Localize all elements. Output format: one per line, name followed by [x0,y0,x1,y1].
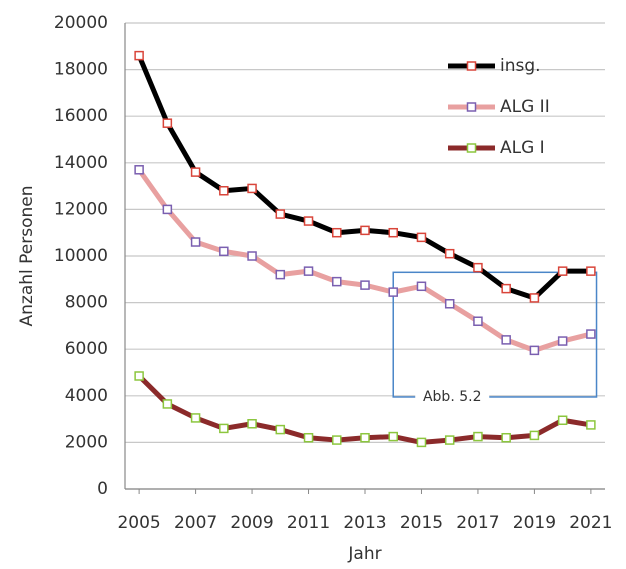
series-marker [134,50,144,61]
series-marker [360,225,370,236]
x-tick-label: 2009 [230,513,273,533]
annotation-label-bg [415,386,490,407]
series-line [137,168,592,353]
series-marker [529,430,540,441]
annotation-box [392,271,598,398]
x-tick-label: 2005 [117,513,160,533]
y-tick-label: 10000 [54,246,108,266]
series-marker [134,165,144,175]
series-marker [247,419,257,429]
x-tick-label: 2015 [400,513,443,533]
legend-marker [466,143,477,153]
series-marker [473,316,483,326]
y-tick-label: 8000 [65,293,108,313]
y-tick-label: 0 [97,479,108,499]
x-axis-label: Jahr [347,544,381,564]
legend-marker [466,102,477,112]
y-tick-label: 2000 [65,432,108,452]
series-marker [444,248,455,259]
series-marker [219,186,229,196]
series-marker [162,204,173,215]
legend-label: insg. [500,56,541,76]
series-marker [416,232,427,243]
series-marker [473,262,483,273]
series-marker [134,371,144,381]
series-marker [586,329,596,339]
series-marker [473,431,483,442]
series-marker [388,431,398,442]
x-tick-label: 2019 [513,513,556,533]
series-marker [444,299,455,309]
y-axis-label: Anzahl Personen [17,185,37,326]
x-tick-label: 2007 [174,513,217,533]
series-marker [247,251,257,261]
y-tick-label: 20000 [54,13,108,33]
series-marker [529,345,540,356]
series-marker [501,335,511,345]
series-marker [190,167,201,177]
y-tick-label: 16000 [54,106,108,126]
y-tick-label: 4000 [65,386,108,406]
series-marker [303,432,314,443]
x-tick-label: 2013 [343,513,386,533]
series-marker [586,420,596,430]
y-tick-label: 12000 [54,199,108,219]
y-tick-label: 6000 [65,339,108,359]
series-marker [275,424,286,435]
x-tick-label: 2017 [456,513,499,533]
series-marker [360,432,370,443]
series-marker [303,216,314,226]
series-marker [190,237,201,247]
series-marker [162,399,173,409]
series-marker [219,246,229,257]
series-marker [190,413,201,423]
series-line [136,54,591,301]
annotation-label: Abb. 5.2 [423,389,482,405]
series-marker [360,280,370,290]
series-marker [416,281,427,292]
legend-label: ALG I [500,138,545,158]
x-tick-label: 2011 [287,513,330,533]
series-marker [332,227,342,238]
series-marker [557,266,568,276]
y-tick-label: 18000 [54,60,108,80]
series-marker [332,276,342,287]
series-marker [388,287,398,297]
series-marker [162,118,173,128]
series-marker [388,227,398,238]
series-marker [332,435,342,445]
series-marker [303,266,314,276]
series-marker [416,437,427,448]
y-tick-label: 14000 [54,153,108,173]
series-marker [275,269,286,280]
series-marker [557,415,568,426]
series-marker [586,266,596,276]
series-marker [501,432,511,443]
series-marker [219,423,229,434]
series-marker [529,293,540,303]
series-marker [247,183,257,194]
series-marker [557,336,568,346]
legend-marker [466,61,477,71]
series-line [137,374,592,445]
x-tick-label: 2021 [569,513,612,533]
series-marker [444,435,455,445]
legend-label: ALG II [500,97,550,117]
series-marker [501,283,511,294]
series-marker [275,209,286,219]
